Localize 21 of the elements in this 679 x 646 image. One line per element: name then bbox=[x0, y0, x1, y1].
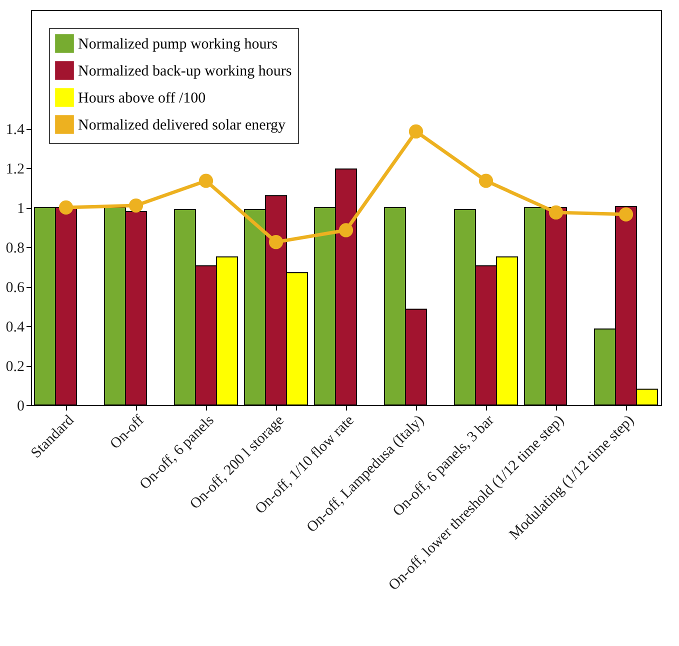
legend-label: Normalized pump working hours bbox=[78, 36, 278, 52]
legend-label: Normalized back-up working hours bbox=[78, 64, 292, 80]
y-tick-label: 0.6 bbox=[6, 280, 25, 296]
y-tick-label: 1 bbox=[17, 201, 24, 217]
y-tick-label: 1.2 bbox=[6, 162, 24, 178]
point bbox=[618, 207, 634, 222]
y-tick-label: 0.8 bbox=[6, 240, 24, 256]
point bbox=[198, 174, 214, 188]
point bbox=[128, 198, 144, 213]
legend-label: Hours above off /100 bbox=[78, 90, 206, 106]
point bbox=[338, 223, 354, 238]
y-tick-label: 0.4 bbox=[6, 320, 25, 336]
y-tick-label: 0.2 bbox=[6, 359, 24, 375]
point bbox=[268, 235, 284, 250]
y-tick-label: 1.4 bbox=[6, 122, 25, 138]
point bbox=[408, 124, 424, 139]
point bbox=[478, 174, 494, 188]
point bbox=[58, 200, 74, 215]
legend-label: Normalized delivered solar energy bbox=[78, 118, 286, 134]
point bbox=[548, 205, 564, 220]
y-tick-label: 0 bbox=[17, 398, 24, 414]
